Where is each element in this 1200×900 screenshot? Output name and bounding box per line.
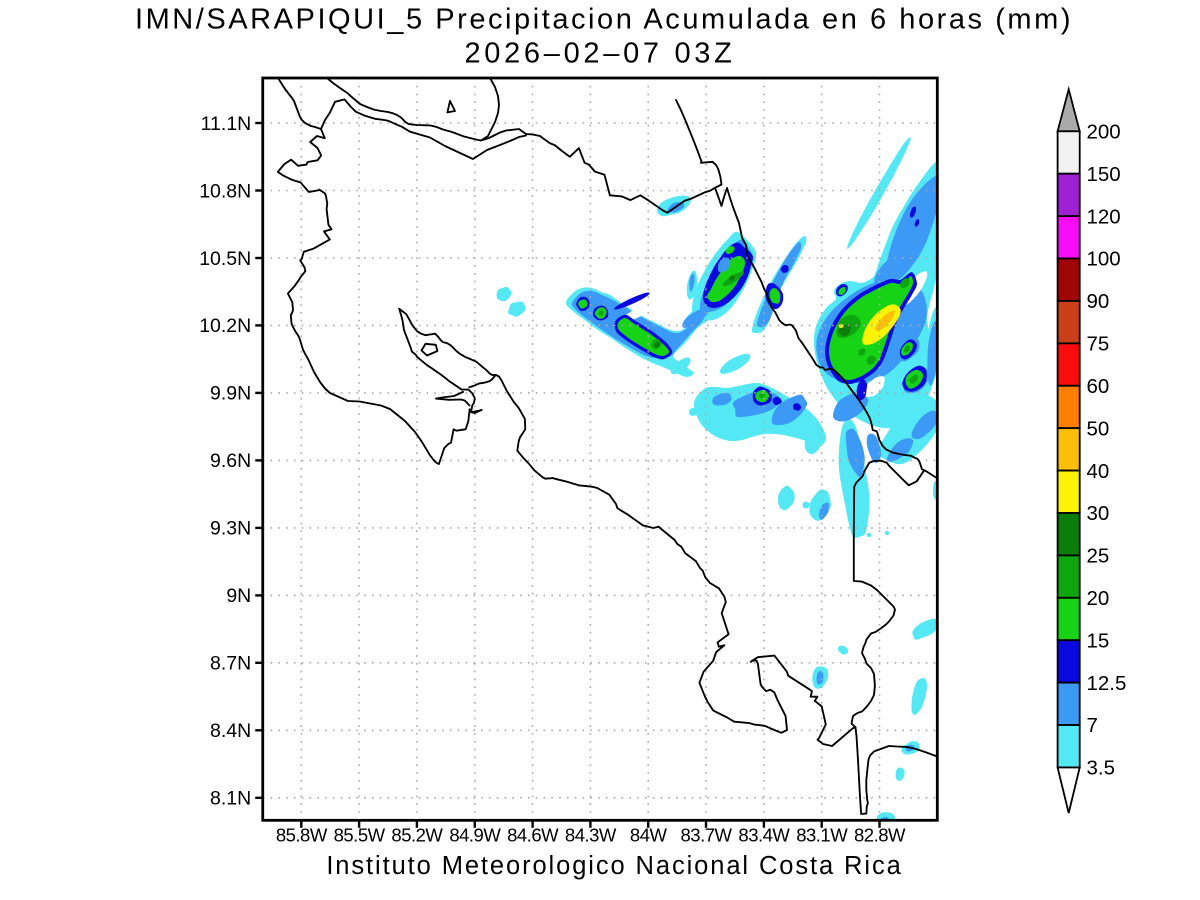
svg-text:75: 75 bbox=[1087, 333, 1110, 356]
svg-text:83.4W: 83.4W bbox=[738, 825, 790, 846]
svg-text:120: 120 bbox=[1087, 205, 1121, 228]
svg-text:3.5: 3.5 bbox=[1087, 757, 1116, 780]
svg-text:84.3W: 84.3W bbox=[565, 825, 617, 846]
svg-text:9.3N: 9.3N bbox=[210, 518, 251, 540]
svg-text:90: 90 bbox=[1087, 290, 1110, 313]
svg-text:IMN/SARAPIQUI_5 Precipitacion: IMN/SARAPIQUI_5 Precipitacion Acumulada … bbox=[135, 4, 1073, 36]
svg-text:15: 15 bbox=[1087, 629, 1110, 652]
svg-text:20: 20 bbox=[1087, 587, 1110, 610]
svg-text:40: 40 bbox=[1087, 460, 1110, 483]
svg-text:10.8N: 10.8N bbox=[199, 180, 251, 202]
svg-text:100: 100 bbox=[1087, 248, 1121, 271]
svg-text:84.9W: 84.9W bbox=[449, 825, 501, 846]
svg-text:7: 7 bbox=[1087, 714, 1098, 737]
svg-text:8.7N: 8.7N bbox=[210, 653, 251, 675]
svg-text:9.9N: 9.9N bbox=[210, 383, 251, 405]
svg-text:8.1N: 8.1N bbox=[210, 788, 251, 810]
svg-text:85.8W: 85.8W bbox=[276, 825, 328, 846]
svg-text:11.1N: 11.1N bbox=[201, 113, 252, 135]
svg-text:84.6W: 84.6W bbox=[507, 825, 559, 846]
svg-text:82.8W: 82.8W bbox=[854, 825, 906, 846]
svg-text:2026–02–07 03Z: 2026–02–07 03Z bbox=[464, 38, 735, 70]
svg-text:83.7W: 83.7W bbox=[681, 825, 733, 846]
svg-text:84W: 84W bbox=[630, 825, 668, 846]
svg-text:60: 60 bbox=[1087, 375, 1110, 398]
svg-text:12.5: 12.5 bbox=[1087, 672, 1127, 695]
svg-text:85.5W: 85.5W bbox=[334, 825, 386, 846]
svg-text:Instituto Meteorologico Nacion: Instituto Meteorologico Nacional Costa R… bbox=[326, 852, 902, 880]
svg-text:8.4N: 8.4N bbox=[210, 720, 251, 742]
svg-text:10.5N: 10.5N bbox=[199, 248, 251, 270]
svg-text:10.2N: 10.2N bbox=[199, 315, 251, 337]
svg-text:9N: 9N bbox=[226, 585, 251, 607]
svg-text:83.1W: 83.1W bbox=[796, 825, 848, 846]
svg-text:30: 30 bbox=[1087, 502, 1110, 525]
svg-text:85.2W: 85.2W bbox=[391, 825, 443, 846]
svg-text:200: 200 bbox=[1087, 121, 1121, 144]
svg-text:9.6N: 9.6N bbox=[210, 450, 251, 472]
svg-text:25: 25 bbox=[1087, 545, 1110, 568]
svg-text:50: 50 bbox=[1087, 417, 1110, 440]
svg-text:150: 150 bbox=[1087, 163, 1121, 186]
